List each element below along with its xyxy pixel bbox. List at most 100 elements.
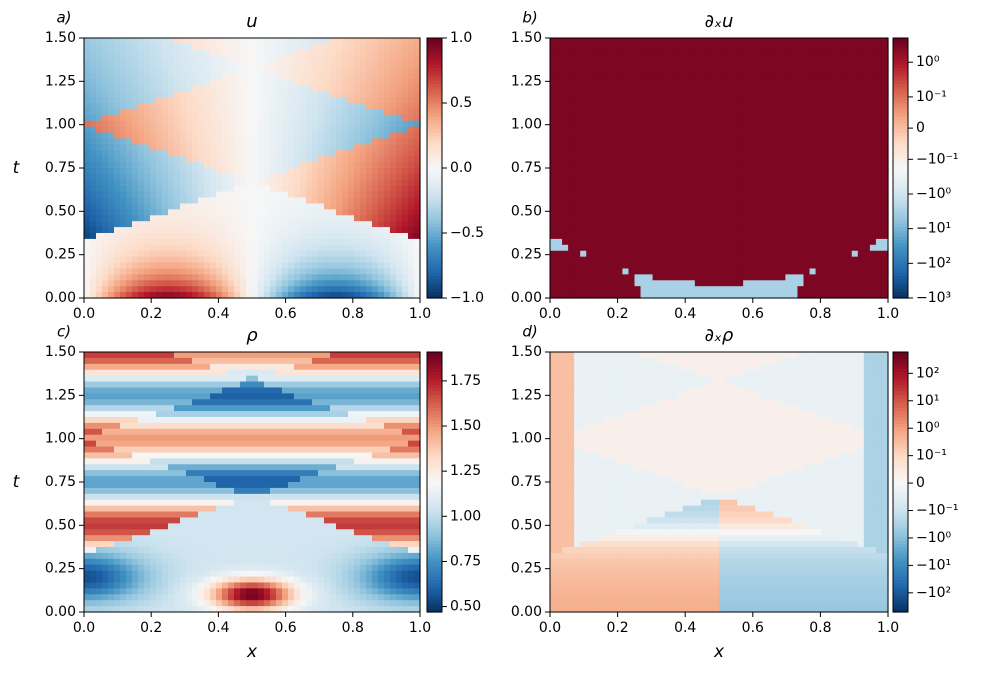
heatmap-cell xyxy=(688,268,696,275)
heatmap-cell xyxy=(216,49,223,57)
heatmap-cell xyxy=(300,244,307,252)
heatmap-cell xyxy=(574,156,581,163)
colorbar-cell xyxy=(427,44,442,49)
heatmap-cell xyxy=(863,173,871,181)
heatmap-cell xyxy=(670,268,678,275)
heatmap-cell xyxy=(622,227,630,234)
heatmap-cell xyxy=(144,286,151,293)
heatmap-cell xyxy=(360,126,367,134)
heatmap-cell xyxy=(598,138,605,145)
heatmap-cell xyxy=(204,268,211,275)
heatmap-cell xyxy=(719,268,726,275)
heatmap-cell xyxy=(574,91,581,98)
heatmap-cell xyxy=(646,108,654,116)
heatmap-cell xyxy=(354,221,361,228)
heatmap-cell xyxy=(246,209,253,216)
heatmap-cell xyxy=(186,97,193,104)
heatmap-cell xyxy=(186,43,193,51)
heatmap-cell xyxy=(616,108,624,116)
heatmap-cell xyxy=(402,38,409,45)
heatmap-cell xyxy=(568,162,575,169)
heatmap-cell xyxy=(821,286,829,293)
heatmap-cell xyxy=(628,73,636,80)
heatmap-cell xyxy=(622,209,630,216)
heatmap-cell xyxy=(869,256,877,264)
heatmap-cell xyxy=(658,274,666,281)
heatmap-cell xyxy=(827,61,835,69)
heatmap-cell xyxy=(700,191,708,199)
heatmap-cell xyxy=(216,274,223,281)
heatmap-cell xyxy=(725,38,732,45)
heatmap-cell xyxy=(815,103,823,110)
heatmap-cell xyxy=(737,126,744,134)
heatmap-cell xyxy=(318,209,325,216)
heatmap-cell xyxy=(84,120,91,128)
heatmap-cell xyxy=(682,73,690,80)
heatmap-cell xyxy=(354,162,361,169)
heatmap-cell xyxy=(318,108,325,116)
heatmap-cell xyxy=(761,103,768,110)
heatmap-cell xyxy=(258,256,265,264)
heatmap-cell xyxy=(306,185,313,193)
heatmap-cell xyxy=(622,168,630,175)
heatmap-cell xyxy=(586,138,593,145)
heatmap-cell xyxy=(138,256,145,264)
heatmap-cell xyxy=(252,179,259,187)
heatmap-cell xyxy=(598,97,605,104)
heatmap-cell xyxy=(815,156,823,163)
heatmap-cell xyxy=(300,292,307,299)
heatmap-cell xyxy=(706,38,714,45)
heatmap-cell xyxy=(246,185,253,193)
heatmap-cell xyxy=(682,262,690,270)
heatmap-cell xyxy=(598,55,605,63)
heatmap-cell xyxy=(282,61,289,69)
heatmap-cell xyxy=(96,79,103,86)
heatmap-cell xyxy=(821,197,829,205)
heatmap-cell xyxy=(288,185,295,193)
heatmap-cell xyxy=(773,179,780,187)
heatmap-cell xyxy=(785,221,793,228)
heatmap-cell xyxy=(568,292,575,299)
heatmap-cell xyxy=(658,156,666,163)
heatmap-cell xyxy=(737,227,744,234)
heatmap-cell xyxy=(378,49,385,57)
heatmap xyxy=(550,38,889,299)
heatmap-cell xyxy=(150,173,157,181)
heatmap-cell xyxy=(863,256,871,264)
heatmap-cell xyxy=(348,203,355,210)
heatmap-cell xyxy=(592,191,599,199)
heatmap-cell xyxy=(719,168,726,175)
heatmap-cell xyxy=(839,262,847,270)
heatmap-cell xyxy=(240,79,247,86)
heatmap-cell xyxy=(126,162,133,169)
heatmap-cell xyxy=(761,144,768,151)
heatmap-cell xyxy=(282,73,289,80)
heatmap-cell xyxy=(755,162,762,169)
heatmap-cell xyxy=(132,55,139,63)
heatmap-cell xyxy=(670,150,678,157)
panel-title: u xyxy=(246,11,257,32)
heatmap-cell xyxy=(839,91,847,98)
heatmap-cell xyxy=(550,162,557,169)
heatmap-cell xyxy=(342,162,349,169)
heatmap-cell xyxy=(90,168,97,175)
heatmap-cell xyxy=(640,120,648,128)
heatmap-cell xyxy=(246,43,253,51)
heatmap-cell xyxy=(658,191,666,199)
heatmap-cell xyxy=(240,233,247,240)
heatmap-cell xyxy=(372,138,379,145)
heatmap-cell xyxy=(755,138,762,145)
heatmap-cell xyxy=(240,150,247,157)
heatmap-cell xyxy=(628,209,636,216)
heatmap-cell xyxy=(755,221,762,228)
heatmap-cell xyxy=(252,156,259,163)
heatmap-cell xyxy=(300,238,307,246)
heatmap-cell xyxy=(324,108,331,116)
heatmap-cell xyxy=(282,292,289,299)
heatmap-cell xyxy=(258,168,265,175)
heatmap-cell xyxy=(743,292,750,299)
heatmap-cell xyxy=(827,179,835,187)
heatmap-cell xyxy=(719,97,726,104)
heatmap-cell xyxy=(300,262,307,270)
heatmap-cell xyxy=(652,203,660,210)
